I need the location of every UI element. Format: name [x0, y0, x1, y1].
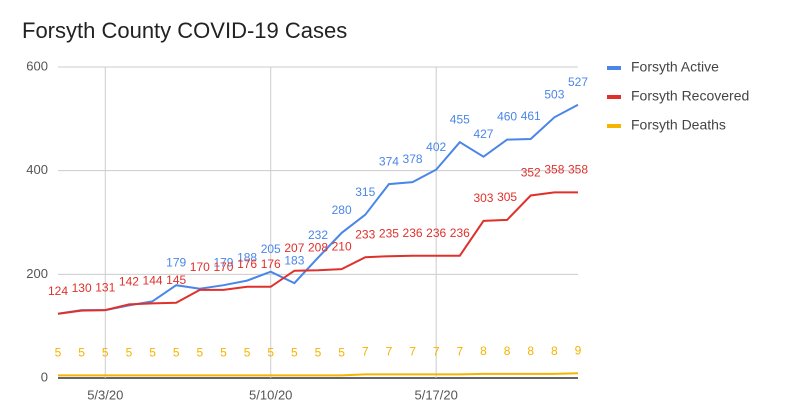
data-label: 207: [284, 241, 304, 255]
data-label: 170: [213, 260, 233, 274]
data-label: 236: [426, 226, 446, 240]
data-label: 131: [95, 280, 115, 294]
data-label: 176: [261, 257, 281, 271]
data-label: 527: [568, 75, 588, 89]
data-label: 170: [190, 260, 210, 274]
data-label: 5: [315, 346, 322, 360]
data-label: 5: [196, 346, 203, 360]
data-label: 5: [126, 346, 133, 360]
data-label: 8: [504, 344, 511, 358]
data-label: 8: [527, 344, 534, 358]
data-label: 179: [213, 255, 233, 269]
data-label: 5: [55, 346, 62, 360]
data-label: 232: [308, 228, 328, 242]
data-label: 5: [78, 346, 85, 360]
y-tick-label: 200: [26, 266, 48, 281]
data-label: 8: [480, 344, 487, 358]
data-label: 205: [261, 242, 281, 256]
data-label: 145: [166, 273, 186, 287]
data-label: 183: [284, 253, 304, 267]
data-label: 142: [119, 275, 139, 289]
legend-label: Forsyth Active: [631, 59, 719, 75]
data-label: 378: [403, 152, 423, 166]
data-label: 503: [544, 87, 564, 101]
y-tick-label: 400: [26, 162, 48, 177]
data-label: 358: [544, 163, 564, 177]
series-line: [57, 103, 579, 315]
data-label: 210: [332, 239, 352, 253]
data-label: 124: [48, 284, 68, 298]
x-tick-label: 5/10/20: [249, 387, 292, 402]
data-label: 5: [220, 346, 227, 360]
data-label: 315: [355, 185, 375, 199]
data-label: 5: [244, 346, 251, 360]
data-label: 179: [166, 255, 186, 269]
data-label: 461: [521, 109, 541, 123]
data-label: 358: [568, 163, 588, 177]
data-label: 7: [362, 345, 369, 359]
x-tick-label: 5/17/20: [414, 387, 457, 402]
legend-label: Forsyth Recovered: [631, 88, 749, 104]
data-label: 427: [473, 127, 493, 141]
y-tick-label: 0: [41, 369, 48, 384]
data-label: 5: [338, 346, 345, 360]
data-label: 7: [386, 345, 393, 359]
data-label: 236: [450, 226, 470, 240]
data-label: 8: [551, 344, 558, 358]
data-label: 235: [379, 226, 399, 240]
data-label: 5: [291, 346, 298, 360]
data-label: 374: [379, 154, 399, 168]
data-label: 7: [409, 345, 416, 359]
data-label: 130: [72, 281, 92, 295]
legend-label: Forsyth Deaths: [631, 117, 726, 133]
data-label: 9: [575, 344, 582, 358]
data-label: 5: [149, 346, 156, 360]
data-label: 5: [173, 346, 180, 360]
data-label: 208: [308, 240, 328, 254]
y-tick-label: 600: [26, 58, 48, 73]
chart-title: Forsyth County COVID-19 Cases: [22, 18, 347, 43]
data-label: 188: [237, 251, 257, 265]
data-label: 5: [267, 346, 274, 360]
data-label: 303: [473, 191, 493, 205]
data-label: 236: [403, 226, 423, 240]
data-label: 305: [497, 190, 517, 204]
data-label: 7: [456, 345, 463, 359]
data-label: 460: [497, 110, 517, 124]
data-label: 5: [102, 346, 109, 360]
data-label: 233: [355, 227, 375, 241]
data-label: 144: [143, 274, 163, 288]
x-tick-label: 5/3/20: [87, 387, 123, 402]
data-label: 455: [450, 112, 470, 126]
data-label: 402: [426, 140, 446, 154]
data-label: 7: [433, 345, 440, 359]
series-line: [58, 372, 579, 377]
data-label: 352: [521, 166, 541, 180]
data-label: 176: [237, 257, 257, 271]
series-line: [57, 191, 578, 315]
data-label: 280: [332, 203, 352, 217]
